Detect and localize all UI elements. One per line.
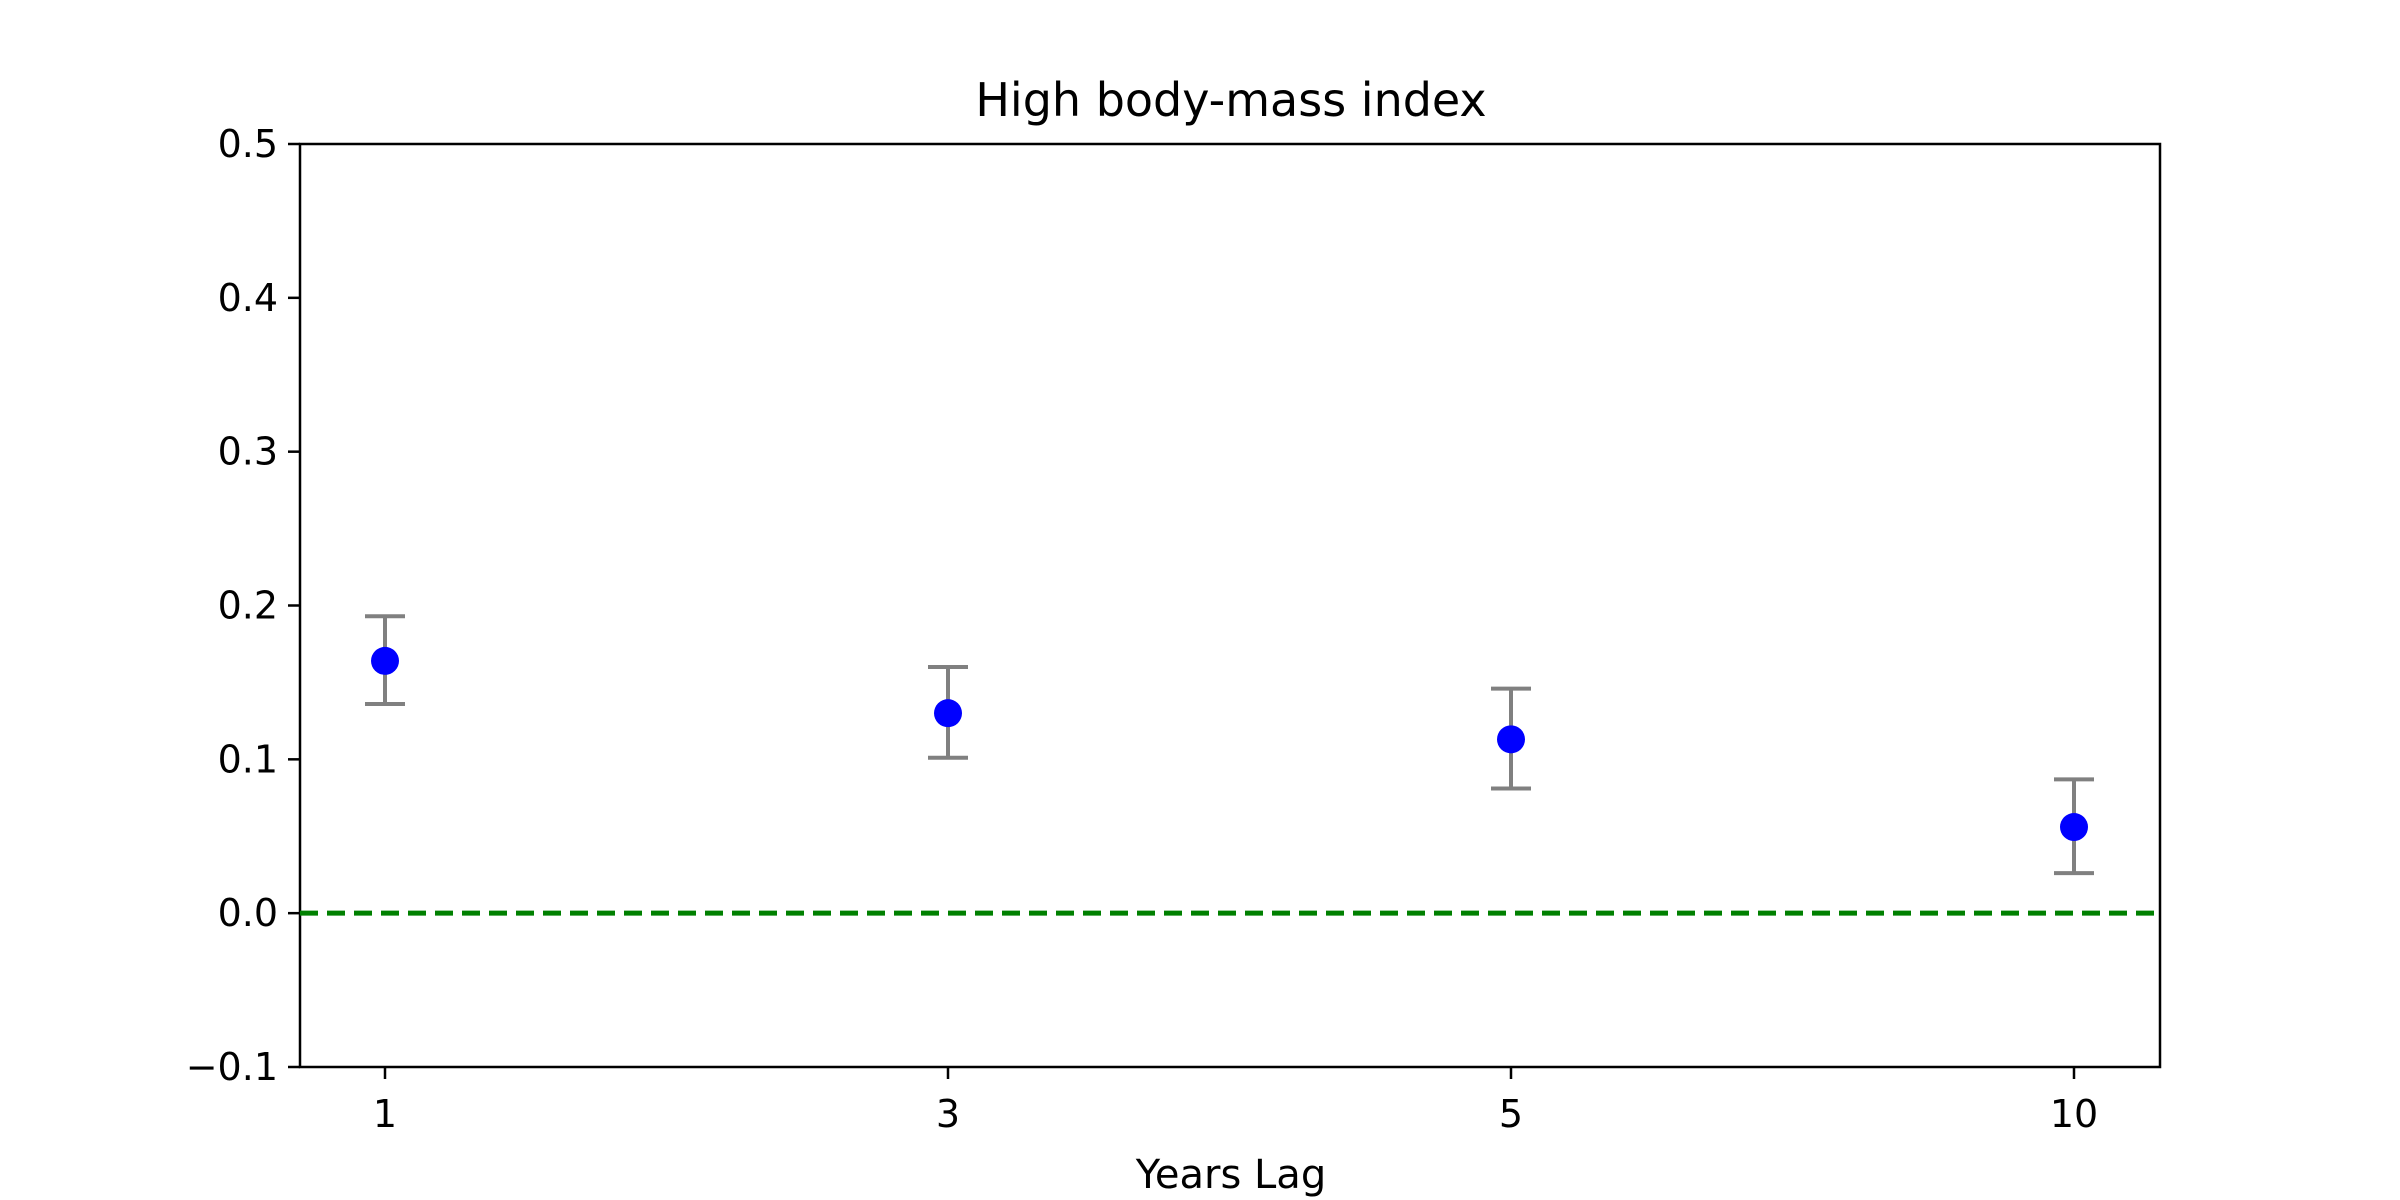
data-point <box>1497 725 1525 754</box>
plot-area: −0.1 0.0 0.1 0.2 0.3 0.4 0.5 1 3 5 10 <box>186 122 2162 1136</box>
y-tick-label: 0.2 <box>218 584 278 628</box>
y-tick-label: 0.1 <box>218 737 278 781</box>
data-point <box>2060 813 2088 842</box>
x-tick-label: 10 <box>2050 1092 2098 1136</box>
x-tick-label: 5 <box>1499 1092 1523 1136</box>
x-tick-label: 3 <box>936 1092 960 1136</box>
chart-title: High body-mass index <box>975 73 1486 127</box>
y-tick-label: 0.5 <box>218 122 278 166</box>
x-tick-label: 1 <box>373 1092 397 1136</box>
x-axis-label: Years Lag <box>1135 1152 1326 1198</box>
y-tick-label: 0.0 <box>218 891 278 935</box>
data-point <box>371 646 399 675</box>
y-tick-label: 0.3 <box>218 430 278 474</box>
y-tick-label: −0.1 <box>186 1045 278 1089</box>
plot-frame <box>298 142 2162 1069</box>
data-point <box>934 699 962 728</box>
y-tick-label: 0.4 <box>218 276 278 320</box>
